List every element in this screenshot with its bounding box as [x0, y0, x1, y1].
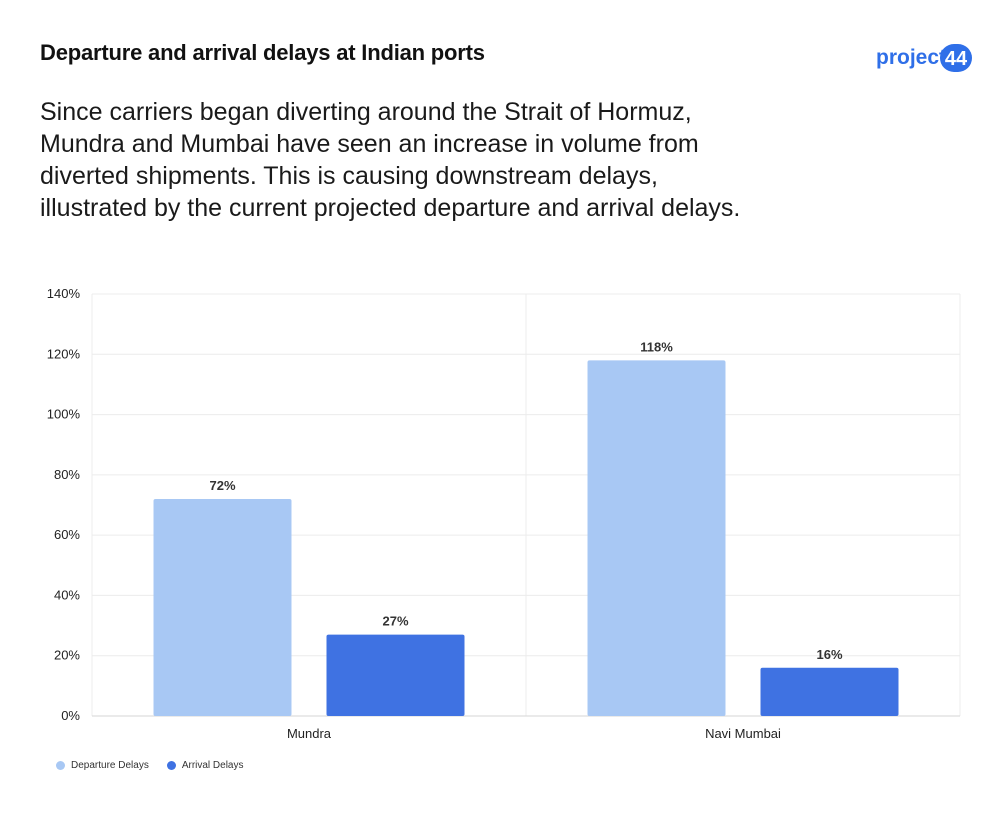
y-tick-label: 140%	[47, 286, 81, 301]
subtitle-line: illustrated by the current projected dep…	[40, 194, 741, 222]
x-tick-label: Mundra	[287, 726, 332, 741]
data-label: 16%	[816, 647, 842, 662]
data-label: 27%	[382, 614, 408, 629]
y-tick-label: 100%	[47, 407, 81, 422]
data-label: 72%	[209, 478, 235, 493]
chart-legend: Departure Delays Arrival Delays	[56, 760, 244, 771]
bar-arrival	[326, 634, 465, 716]
legend-label-arrival: Arrival Delays	[181, 760, 244, 771]
legend-swatch-departure	[56, 761, 65, 770]
bar-arrival	[760, 667, 899, 716]
y-tick-label: 80%	[54, 467, 80, 482]
chart-title: Departure and arrival delays at Indian p…	[40, 40, 485, 65]
y-tick-label: 0%	[61, 708, 80, 723]
x-tick-label: Navi Mumbai	[705, 726, 781, 741]
y-tick-label: 40%	[54, 587, 80, 602]
bar-departure	[587, 360, 726, 716]
logo-badge	[940, 44, 972, 72]
legend-item-departure: Departure Delays	[56, 760, 149, 771]
y-tick-label: 120%	[47, 346, 81, 361]
y-tick-label: 60%	[54, 527, 80, 542]
legend-swatch-arrival	[166, 761, 176, 770]
y-tick-label: 20%	[54, 648, 80, 663]
chart-subtitle: Since carriers began diverting around th…	[40, 96, 940, 224]
legend-item-arrival: Arrival Delays	[166, 760, 244, 771]
subtitle-line: Mundra and Mumbai have seen an increase …	[40, 130, 699, 158]
subtitle-line: Since carriers began diverting around th…	[40, 98, 692, 126]
logo-badge-text: 44	[945, 48, 968, 70]
logo-text: project	[876, 46, 946, 69]
bar-departure	[153, 498, 292, 716]
subtitle-line: diverted shipments. This is causing down…	[40, 162, 658, 190]
project44-logo: project 44	[876, 44, 972, 72]
bar-chart: 0% 20% 40% 60% 80% 100% 120% 140% 72% 27% Mundra 11…	[47, 286, 961, 741]
data-label: 118%	[640, 339, 673, 354]
legend-label-departure: Departure Delays	[71, 760, 149, 771]
